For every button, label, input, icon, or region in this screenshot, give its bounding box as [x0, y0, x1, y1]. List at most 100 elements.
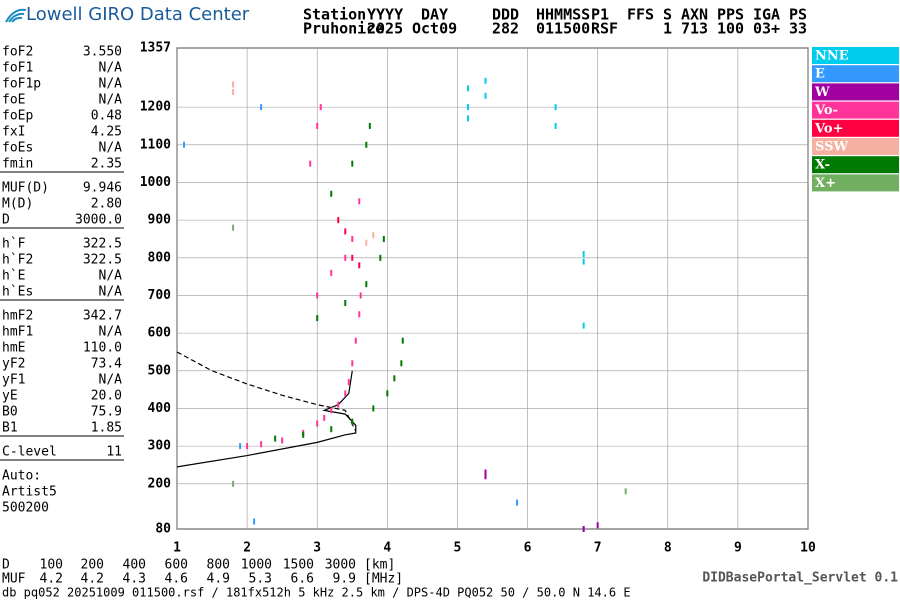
header-label: S [663, 6, 672, 24]
logo-text: Lowell GIRO Data Center [26, 4, 250, 25]
point [232, 81, 235, 88]
point [554, 122, 557, 129]
param-name: h`F2 [2, 253, 33, 268]
param-name: D [2, 213, 10, 228]
legend-swatch [812, 101, 899, 119]
header-label: Station [303, 6, 366, 24]
param-name: yF1 [2, 373, 25, 388]
dist-label: D [2, 558, 10, 573]
y-tick-label: 80 [155, 522, 171, 537]
profile-line [176, 351, 357, 432]
header-label: IGA [753, 6, 780, 24]
legend-swatch [812, 174, 899, 192]
param-value: 342.7 [83, 309, 122, 324]
point [232, 89, 235, 96]
point [330, 407, 333, 414]
point [344, 228, 347, 235]
dist-value: 1500 [283, 558, 314, 573]
param-name: Auto: [2, 469, 41, 484]
point [351, 235, 354, 242]
point [365, 281, 368, 288]
x-tick-label: 8 [664, 541, 672, 556]
point [183, 141, 186, 148]
point [582, 258, 585, 265]
header-label: FFS [627, 6, 654, 24]
param-name: foEp [2, 109, 33, 124]
legend-swatch [812, 138, 899, 155]
param-name: foEs [2, 141, 33, 156]
param-value: N/A [99, 141, 123, 156]
point [344, 300, 347, 307]
param-value: 4.25 [91, 125, 122, 140]
param-name: hmF1 [2, 325, 33, 340]
param-name: h`E [2, 269, 25, 284]
header-label: DAY [421, 6, 448, 24]
x-tick-label: 2 [243, 541, 251, 556]
dist-unit: [MHz] [364, 572, 403, 587]
header-label: DDD [492, 6, 519, 24]
point [400, 360, 403, 367]
dist-value: 4.2 [81, 572, 104, 587]
point [358, 311, 361, 318]
point [260, 104, 263, 111]
y-tick-label: 200 [148, 476, 172, 491]
legend-label: E [815, 67, 825, 82]
dist-value: 200 [81, 558, 104, 573]
header-value: RSF [591, 20, 618, 38]
dist-value: 4.2 [40, 572, 63, 587]
point [330, 269, 333, 276]
header-label: AXN [681, 6, 708, 24]
param-value: 9.946 [83, 181, 122, 196]
point [239, 443, 242, 450]
point [302, 431, 305, 438]
point [253, 518, 256, 525]
point [330, 190, 333, 197]
point [351, 360, 354, 367]
param-value: 75.9 [91, 405, 122, 420]
legend-label: NNE [815, 49, 849, 64]
point [323, 414, 326, 421]
x-tick-label: 10 [800, 541, 816, 556]
x-tick-label: 5 [454, 541, 462, 556]
param-value: N/A [99, 77, 123, 92]
y-tick-label: 500 [148, 363, 172, 378]
param-name: B1 [2, 421, 18, 436]
point [358, 198, 361, 205]
dist-value: 4.6 [165, 572, 188, 587]
point [358, 262, 361, 269]
x-tick-label: 9 [734, 541, 742, 556]
header-value: 282 [492, 20, 519, 38]
point [359, 292, 362, 299]
header-value: 011500 [536, 20, 590, 38]
plot-frame [176, 47, 809, 530]
header-label: YYYY [367, 6, 403, 24]
param-name: 500200 [2, 501, 49, 516]
header-label: PPS [717, 6, 744, 24]
point [484, 92, 487, 99]
y-tick-label: 600 [148, 326, 172, 341]
param-value: 322.5 [83, 237, 122, 252]
point [466, 104, 469, 111]
point [354, 337, 357, 344]
y-tick-label: 1100 [140, 137, 171, 152]
param-value: N/A [99, 285, 123, 300]
param-value: 20.0 [91, 389, 122, 404]
point [484, 469, 487, 476]
point [232, 480, 235, 487]
point [624, 488, 627, 495]
param-name: foE [2, 93, 25, 108]
logo-icon [5, 8, 27, 23]
point [368, 122, 371, 129]
legend-swatch [812, 83, 899, 101]
point [484, 77, 487, 84]
param-value: N/A [99, 269, 123, 284]
legend-label: Vo- [814, 103, 838, 118]
header-value: Oct09 [412, 20, 457, 38]
dist-value: 600 [165, 558, 188, 573]
legend-label: SSW [815, 140, 848, 155]
point [309, 160, 312, 167]
param-value: 73.4 [91, 357, 122, 372]
param-name: h`F [2, 237, 26, 252]
param-name: foF1p [2, 77, 41, 92]
